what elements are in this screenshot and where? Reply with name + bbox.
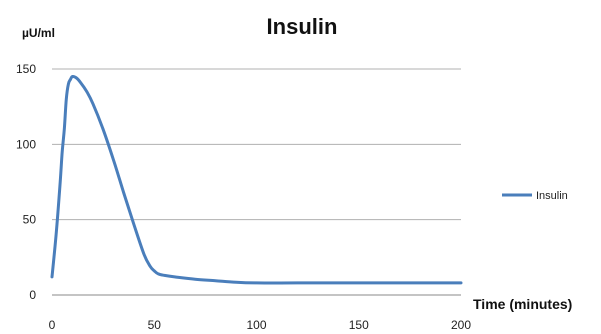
x-tick-100: 100 bbox=[246, 318, 266, 332]
grid-lines bbox=[52, 68, 461, 296]
x-tick-labels: 0 50 100 150 200 bbox=[49, 318, 472, 332]
series-line-insulin bbox=[50, 74, 463, 285]
x-tick-200: 200 bbox=[451, 318, 471, 332]
y-tick-50: 50 bbox=[23, 213, 37, 227]
chart-title: Insulin bbox=[267, 14, 338, 39]
x-tick-50: 50 bbox=[148, 318, 162, 332]
legend: Insulin bbox=[502, 190, 568, 202]
x-axis-label: Time (minutes) bbox=[473, 296, 572, 312]
x-tick-0: 0 bbox=[49, 318, 56, 332]
x-tick-150: 150 bbox=[349, 318, 369, 332]
series-lines bbox=[50, 74, 463, 285]
legend-label-insulin: Insulin bbox=[536, 190, 568, 202]
y-tick-0: 0 bbox=[29, 288, 36, 302]
y-axis-label: µU/ml bbox=[22, 26, 55, 40]
y-tick-150: 150 bbox=[16, 62, 36, 76]
y-tick-labels: 0 50 100 150 bbox=[16, 62, 36, 302]
y-tick-100: 100 bbox=[16, 137, 36, 151]
